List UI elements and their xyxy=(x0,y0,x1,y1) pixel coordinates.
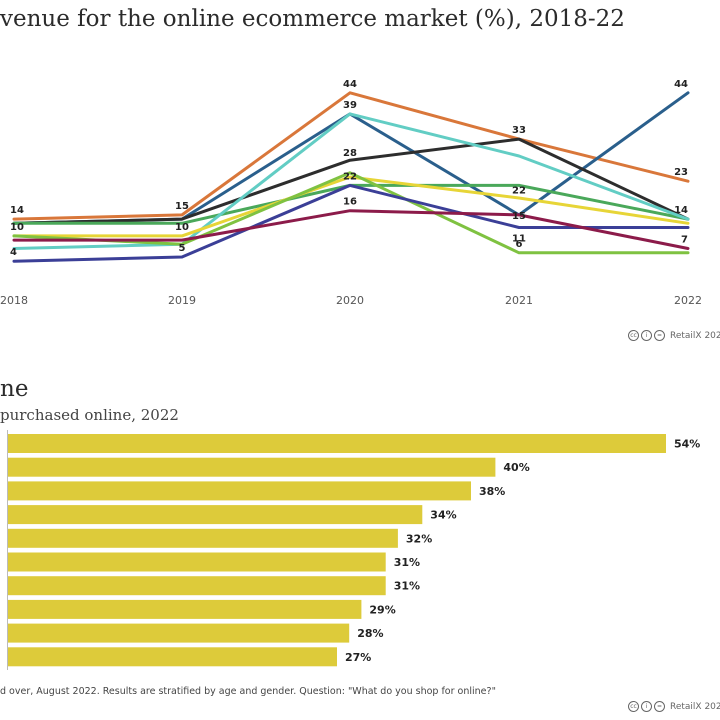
line-series-teal xyxy=(12,112,690,250)
x-tick-label: 2022 xyxy=(674,294,702,307)
data-label: 44 xyxy=(674,79,688,90)
line-series-maroon xyxy=(12,209,690,250)
data-label: 14 xyxy=(10,205,24,216)
bar xyxy=(8,505,423,525)
data-label: 39 xyxy=(343,100,357,111)
attribution-icon: i xyxy=(641,330,652,341)
bar-value-label: 31% xyxy=(394,556,420,569)
attribution-icon: i xyxy=(641,701,652,712)
line-series-orange xyxy=(12,91,690,221)
data-label: 4 xyxy=(10,247,17,258)
x-tick-label: 2021 xyxy=(505,294,533,307)
data-label: 11 xyxy=(512,234,526,245)
line-series-black xyxy=(12,137,690,225)
bar-value-label: 54% xyxy=(674,438,700,451)
bar-value-label: 38% xyxy=(479,485,505,498)
bar-value-label: 40% xyxy=(503,461,529,474)
data-label: 7 xyxy=(681,235,688,246)
bar-chart-credit: cc i = RetailX 202 xyxy=(628,701,720,712)
data-label: 15 xyxy=(512,211,526,222)
bar xyxy=(8,576,386,596)
bar xyxy=(8,599,362,619)
bar-chart-footnote: d over, August 2022. Results are stratif… xyxy=(0,686,496,697)
data-label: 10 xyxy=(175,222,189,233)
line-chart-credit: cc i = RetailX 202 xyxy=(628,330,720,341)
data-label: 15 xyxy=(175,201,189,212)
bar xyxy=(8,481,471,501)
data-label: 16 xyxy=(343,197,357,208)
bar xyxy=(8,434,666,453)
creative-commons-icon: cc xyxy=(628,701,639,712)
creative-commons-icon: cc xyxy=(628,330,639,341)
bar-value-label: 32% xyxy=(406,532,432,545)
data-label: 22 xyxy=(512,185,526,196)
bar-value-label: 29% xyxy=(369,603,395,616)
data-label: 5 xyxy=(179,243,186,254)
bar xyxy=(8,552,386,572)
x-tick-label: 2019 xyxy=(168,294,196,307)
no-derivatives-icon: = xyxy=(654,701,665,712)
line-series-yellow xyxy=(12,175,690,238)
bar xyxy=(8,647,337,667)
data-label: 6 xyxy=(516,239,523,250)
data-label: 10 xyxy=(10,222,24,233)
x-tick-label: 2020 xyxy=(336,294,364,307)
data-label: 22 xyxy=(343,171,357,182)
bar-chart-subtitle: purchased online, 2022 xyxy=(0,406,179,424)
bar-value-label: 31% xyxy=(394,580,420,593)
data-label: 28 xyxy=(343,148,357,159)
bar-value-label: 28% xyxy=(357,627,383,640)
x-tick-label: 2018 xyxy=(0,294,28,307)
data-label: 23 xyxy=(674,167,688,178)
bar-value-label: 27% xyxy=(345,651,371,664)
bar xyxy=(8,623,350,643)
line-chart-title: venue for the online ecommerce market (%… xyxy=(0,6,625,32)
bar-chart-title: ne xyxy=(0,376,29,402)
no-derivatives-icon: = xyxy=(654,330,665,341)
bar xyxy=(8,528,398,548)
bar-value-label: 34% xyxy=(430,509,456,522)
data-label: 33 xyxy=(512,125,526,136)
bar xyxy=(8,457,496,477)
line-chart: 14 10 4 15 10 5 44 39 28 22 16 33 22 15 116 44 23 14 7 2018… xyxy=(0,79,702,307)
data-label: 44 xyxy=(343,79,357,90)
bar-chart: 54% 40% 38% 34% 32% 31% 31% 29% 28% 27% xyxy=(7,430,700,670)
data-label: 14 xyxy=(674,205,688,216)
